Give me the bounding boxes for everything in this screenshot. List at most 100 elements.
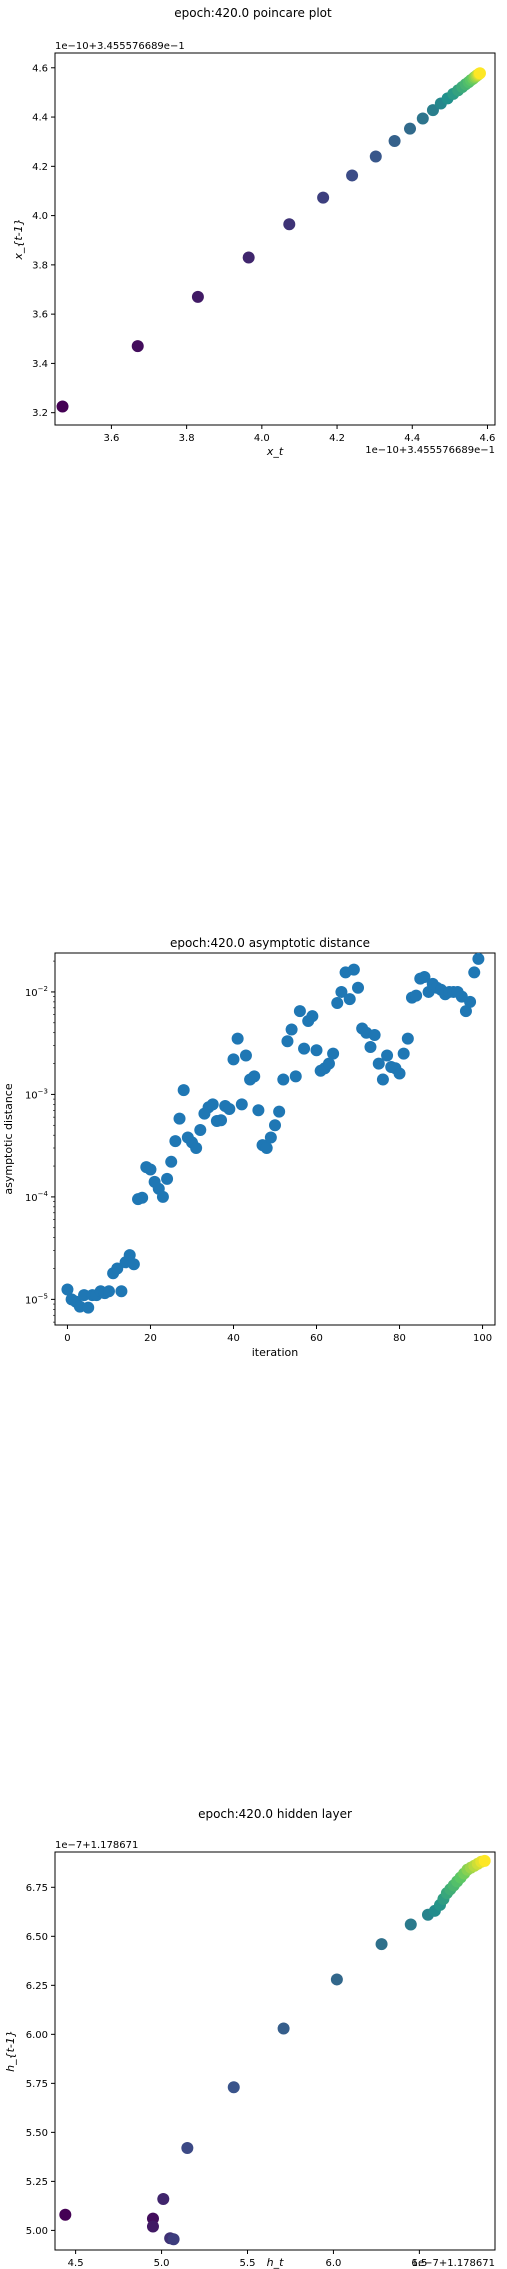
asymptotic-point <box>464 995 477 1008</box>
asymptotic-point <box>368 1029 381 1042</box>
poincare-y-tick-label: 4.4 <box>32 113 48 124</box>
asymptotic-x-ticks: 0 20 40 60 80 100 <box>64 1325 492 1344</box>
hidden-layer-point <box>167 2233 180 2246</box>
hidden-layer-y-tick-label: 6.25 <box>26 1981 48 1992</box>
hidden-layer-y-ticks: 5.00 5.25 5.50 5.75 6.00 6.25 6.50 6.75 <box>26 1883 55 2237</box>
asymptotic-x-tick-label: 20 <box>144 1333 157 1344</box>
asymptotic-point <box>161 1172 174 1185</box>
hidden-layer-x-tick-label: 6.0 <box>325 2258 341 2269</box>
asymptotic-point <box>372 1057 385 1070</box>
hidden-layer-point <box>157 2193 170 2206</box>
asymptotic-y-tick-label: 10−2 <box>25 985 48 999</box>
hidden-layer-title: epoch:420.0 hidden layer <box>198 1807 352 1821</box>
poincare-x-tick-label: 4.6 <box>480 433 496 444</box>
asymptotic-point <box>136 1191 149 1204</box>
hidden-layer-y-tick-label: 6.75 <box>26 1883 48 1894</box>
asymptotic-y-tick-label: 10−5 <box>25 1292 48 1306</box>
asymptotic-point <box>327 1047 340 1060</box>
poincare-point <box>56 400 69 413</box>
asymptotic-y-ticks: 10−5 10−4 10−3 10−2 <box>25 960 55 1323</box>
hidden-layer-point <box>181 2142 194 2155</box>
hidden-layer-x-tick-label: 5.5 <box>240 2258 256 2269</box>
poincare-title: epoch:420.0 poincare plot <box>174 6 332 20</box>
poincare-chart: epoch:420.0 poincare plot 1e−10+3.455576… <box>12 6 496 458</box>
asymptotic-point <box>418 970 431 983</box>
asymptotic-x-tick-label: 0 <box>64 1333 70 1344</box>
asymptotic-x-tick-label: 40 <box>227 1333 240 1344</box>
poincare-point <box>283 218 296 231</box>
asymptotic-point <box>82 1301 95 1314</box>
poincare-point <box>191 290 204 303</box>
hidden-layer-y-tick-label: 5.00 <box>26 2226 48 2237</box>
poincare-x-ticks: 3.6 3.8 4.0 4.2 4.4 4.6 <box>103 425 495 444</box>
poincare-x-tick-label: 4.4 <box>404 433 420 444</box>
asymptotic-point <box>227 1053 240 1066</box>
asymptotic-points <box>61 952 485 1314</box>
asymptotic-x-tick-label: 80 <box>393 1333 406 1344</box>
asymptotic-point <box>293 1005 306 1018</box>
asymptotic-point <box>273 1105 286 1118</box>
asymptotic-point <box>111 1262 124 1275</box>
asymptotic-point <box>223 1103 236 1116</box>
poincare-x-axis-label: x_t <box>266 445 284 458</box>
hidden-layer-y-tick-label: 6.00 <box>26 2030 48 2041</box>
asymptotic-point <box>115 1285 128 1298</box>
asymptotic-chart: epoch:420.0 asymptotic distance 0 20 40 60 8… <box>2 936 496 1359</box>
asymptotic-x-axis-label: iteration <box>252 1346 298 1359</box>
asymptotic-point <box>173 1112 186 1125</box>
hidden-layer-point <box>478 1854 491 1867</box>
poincare-y-tick-label: 4.0 <box>32 211 48 222</box>
hidden-layer-point <box>404 1918 417 1931</box>
asymptotic-point <box>260 1142 273 1155</box>
poincare-point <box>131 340 144 353</box>
asymptotic-y-axis-label: asymptotic distance <box>2 1083 15 1194</box>
asymptotic-point <box>206 1098 219 1111</box>
poincare-x-tick-label: 3.8 <box>179 433 195 444</box>
asymptotic-point <box>281 1035 294 1048</box>
asymptotic-point <box>376 1073 389 1086</box>
poincare-point <box>346 169 359 182</box>
poincare-point <box>404 122 417 135</box>
asymptotic-point <box>397 1047 410 1060</box>
asymptotic-point <box>169 1135 182 1148</box>
poincare-y-tick-label: 4.2 <box>32 162 48 173</box>
asymptotic-point <box>252 1104 265 1117</box>
asymptotic-point <box>102 1285 115 1298</box>
hidden-layer-y-tick-label: 6.50 <box>26 1932 48 1943</box>
asymptotic-point <box>401 1032 414 1045</box>
asymptotic-point <box>61 1283 74 1296</box>
poincare-point <box>426 104 439 117</box>
asymptotic-point <box>410 989 423 1002</box>
asymptotic-point <box>248 1070 261 1083</box>
asymptotic-point <box>277 1073 290 1086</box>
hidden-layer-x-tick-label: 4.5 <box>68 2258 84 2269</box>
poincare-y-tick-label: 3.2 <box>32 408 48 419</box>
asymptotic-point <box>264 1131 277 1144</box>
poincare-y-axis-label: x_{t-1} <box>12 218 25 260</box>
hidden-layer-point <box>330 1973 343 1986</box>
asymptotic-point <box>468 966 481 979</box>
hidden-layer-x-ticks: 4.5 5.0 5.5 6.0 6.5 <box>68 2250 427 2269</box>
hidden-layer-x-axis-label: h_t <box>267 2256 284 2269</box>
asymptotic-point <box>177 1084 190 1097</box>
poincare-y-offset-label: 1e−10+3.455576689e−1 <box>55 41 185 52</box>
asymptotic-x-tick-label: 100 <box>473 1333 492 1344</box>
asymptotic-y-tick-label: 10−4 <box>25 1190 49 1204</box>
asymptotic-point <box>289 1070 302 1083</box>
hidden-layer-x-offset-label: 1e−7+1.178671 <box>412 2258 495 2269</box>
asymptotic-point <box>335 985 348 998</box>
asymptotic-point <box>190 1142 203 1155</box>
hidden-layer-y-offset-label: 1e−7+1.178671 <box>55 1840 138 1851</box>
asymptotic-point <box>231 1032 244 1045</box>
hidden-layer-y-tick-label: 5.50 <box>26 2128 48 2139</box>
hidden-layer-x-tick-label: 6.5 <box>411 2258 427 2269</box>
hidden-layer-plot-area <box>54 1851 496 2251</box>
asymptotic-point <box>239 1049 252 1062</box>
asymptotic-point <box>298 1042 311 1055</box>
asymptotic-y-tick-label: 10−3 <box>25 1087 48 1101</box>
hidden-layer-point <box>375 1938 388 1951</box>
asymptotic-point <box>215 1114 228 1127</box>
poincare-point <box>416 112 429 125</box>
asymptotic-point <box>381 1049 394 1062</box>
